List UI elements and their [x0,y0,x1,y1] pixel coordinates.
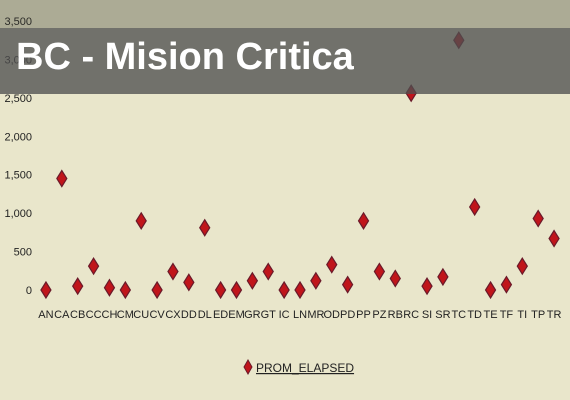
data-point [103,278,116,297]
x-tick-label: IC [279,309,290,321]
x-tick-label: TR [547,309,562,321]
data-point [199,218,211,237]
data-point [183,273,195,292]
y-tick-label: 1,500 [4,170,32,182]
x-tick-label: CC [86,309,102,321]
banner-top-shade [0,0,570,28]
x-tick-label: EM [228,309,245,321]
x-tick-label: PZ [372,309,386,321]
data-point [389,269,401,288]
x-tick-label: TD [467,309,482,321]
legend: PROM_ELAPSED [243,358,354,376]
x-tick-label: TF [500,309,514,321]
data-point [246,271,259,290]
data-point [421,277,433,296]
x-tick-label: CH [102,309,118,321]
data-point [87,257,100,276]
data-point [548,229,560,248]
data-point [230,280,243,300]
data-point [71,277,84,296]
x-tick-label: GT [261,309,277,321]
data-point [214,280,227,300]
data-point [532,209,544,228]
x-tick-label: RC [403,309,419,321]
x-tick-label: CA [54,309,70,321]
y-tick-label: 2,500 [4,93,32,105]
data-point [468,197,481,217]
x-tick-label: TI [517,309,527,321]
y-tick-label: 2,000 [4,131,32,143]
data-point [262,262,274,281]
data-point [167,262,179,281]
data-point [151,280,163,300]
y-tick-label: 1,000 [4,208,32,220]
series-markers [40,31,560,300]
y-tick-label: 500 [14,247,32,259]
data-point [437,267,449,287]
y-tick-label: 3,500 [4,16,32,28]
x-tick-label: CV [149,309,165,321]
data-point [326,255,338,274]
x-tick-label: ED [213,309,228,321]
data-point [278,280,290,300]
x-axis: AN CA CB CC CH CM CU CV CX DD DL ED EM GR GT IC LN MR OD PD… [38,309,561,321]
data-point [484,280,497,300]
legend-label: PROM_ELAPSED [256,361,354,375]
slide-title: BC - Mision Critica [16,36,354,78]
legend-marker [243,358,253,376]
data-point [516,257,529,276]
x-tick-label: PD [340,309,355,321]
x-tick-label: MR [307,309,324,321]
data-point [341,275,354,294]
data-point [119,280,132,300]
x-tick-label: TE [484,309,498,321]
x-tick-label: OD [324,309,341,321]
data-point [294,280,306,300]
title-banner [0,28,570,94]
x-tick-label: DD [181,309,197,321]
data-point [135,211,147,230]
x-tick-label: TC [451,309,466,321]
x-tick-label: CB [70,309,85,321]
x-tick-label: AN [38,309,53,321]
data-point [373,262,386,281]
x-tick-label: RB [388,309,403,321]
data-point [500,275,513,294]
data-point [357,211,370,230]
x-tick-label: SI [422,309,432,321]
data-point [40,280,52,300]
x-tick-label: DL [198,309,212,321]
x-tick-label: CU [133,309,149,321]
x-tick-label: GR [244,309,261,321]
x-tick-label: CM [117,309,134,321]
x-tick-label: CX [165,309,181,321]
data-point [56,169,68,188]
data-point [310,271,322,290]
x-tick-label: TP [531,309,545,321]
y-tick-label: 0 [26,285,32,297]
x-tick-label: SR [435,309,450,321]
x-tick-label: PP [356,309,371,321]
x-tick-label: LN [293,309,307,321]
